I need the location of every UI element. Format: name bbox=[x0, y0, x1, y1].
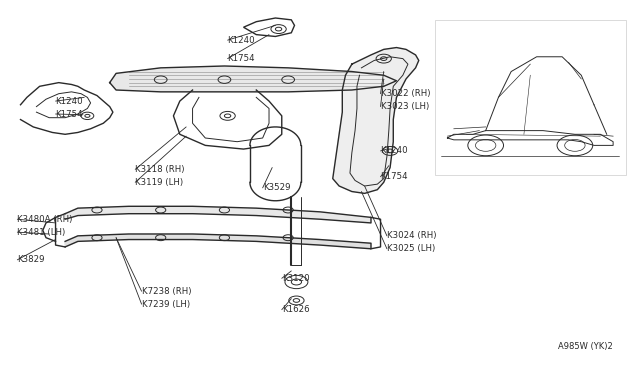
Text: K3480A (RH): K3480A (RH) bbox=[17, 215, 73, 224]
Text: K3481 (LH): K3481 (LH) bbox=[17, 228, 65, 237]
Text: K1240: K1240 bbox=[56, 97, 83, 106]
Text: K7239 (LH): K7239 (LH) bbox=[141, 300, 189, 309]
Polygon shape bbox=[109, 66, 396, 92]
Text: K3023 (LH): K3023 (LH) bbox=[381, 102, 429, 111]
FancyBboxPatch shape bbox=[435, 20, 626, 175]
Text: K1754: K1754 bbox=[381, 172, 408, 181]
Polygon shape bbox=[65, 234, 371, 249]
Text: K1754: K1754 bbox=[228, 54, 255, 63]
Text: K1240: K1240 bbox=[381, 147, 408, 155]
Text: K1626: K1626 bbox=[282, 305, 309, 314]
Text: K1240: K1240 bbox=[228, 36, 255, 45]
Text: K3529: K3529 bbox=[262, 183, 290, 192]
Text: K1754: K1754 bbox=[56, 109, 83, 119]
Text: K3022 (RH): K3022 (RH) bbox=[381, 89, 430, 98]
Text: A985W (YK)2: A985W (YK)2 bbox=[558, 342, 613, 351]
Text: K3119 (LH): K3119 (LH) bbox=[135, 178, 183, 187]
Text: K3024 (RH): K3024 (RH) bbox=[387, 231, 436, 240]
Text: K3118 (RH): K3118 (RH) bbox=[135, 165, 185, 174]
Text: K3025 (LH): K3025 (LH) bbox=[387, 244, 435, 253]
Text: K3120: K3120 bbox=[282, 274, 309, 283]
Text: K3829: K3829 bbox=[17, 255, 45, 264]
Text: K7238 (RH): K7238 (RH) bbox=[141, 287, 191, 296]
Polygon shape bbox=[333, 48, 419, 193]
Polygon shape bbox=[65, 206, 371, 223]
